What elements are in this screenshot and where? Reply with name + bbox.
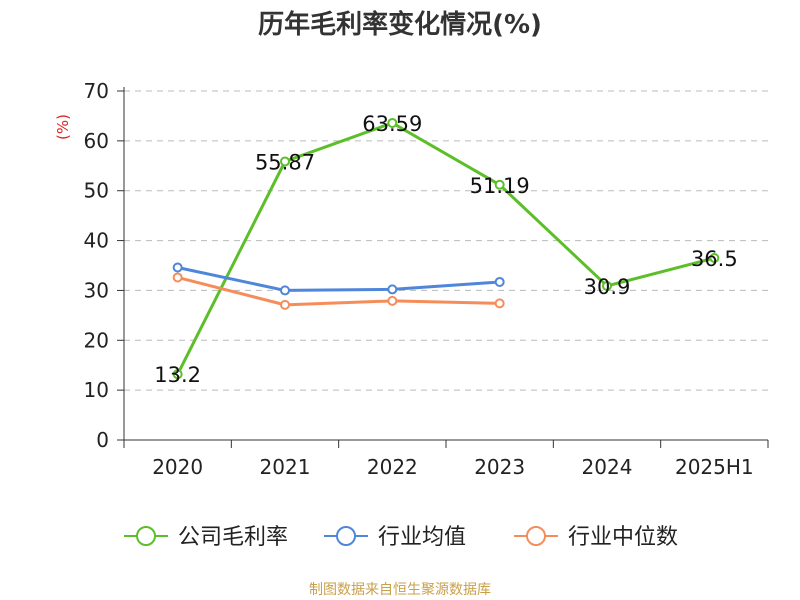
series-group	[172, 117, 720, 380]
y-tick-label: 10	[84, 378, 109, 402]
y-tick-label: 50	[84, 179, 109, 203]
legend-swatch-marker	[336, 526, 356, 546]
x-tick-label: 2024	[582, 455, 633, 479]
data-point	[172, 272, 183, 283]
legend-label: 行业中位数	[568, 525, 678, 550]
x-tick-label: 2022	[367, 455, 418, 479]
x-tick-label: 2025H1	[675, 455, 754, 479]
data-point	[280, 156, 290, 167]
data-label: 13.2	[154, 363, 201, 387]
data-point	[709, 253, 720, 264]
data-point	[494, 179, 505, 190]
series-line-2	[177, 276, 500, 307]
data-point	[387, 117, 398, 128]
data-labels: 13.2 55.87 63.59 51.19 30.9 36.5	[154, 112, 737, 387]
series-line-0	[176, 121, 715, 375]
data-label: 55.87	[255, 150, 315, 174]
series-line-1	[177, 266, 500, 292]
x-tick-label: 2023	[474, 455, 525, 479]
legend-swatch-marker	[526, 526, 546, 546]
data-label: 63.59	[362, 112, 422, 136]
y-tick-label: 20	[84, 328, 109, 352]
grid-lines	[124, 90, 768, 391]
data-point	[280, 299, 290, 310]
legend-swatch-marker	[136, 526, 156, 546]
axes: 0 10 20 30 40 50 60 70 (%) 2020 2021 2022 2023 2024 20…	[54, 79, 769, 479]
y-axis-unit: (%)	[54, 114, 72, 140]
data-label: 51.19	[470, 174, 530, 198]
chart-title: 历年毛利率变化情况(%)	[258, 10, 542, 40]
y-tick-label: 60	[84, 129, 109, 153]
data-point	[387, 284, 398, 295]
legend-label: 行业均值	[378, 525, 466, 550]
data-label: 36.5	[691, 247, 738, 271]
y-tick-label: 40	[84, 229, 109, 253]
data-point	[172, 369, 183, 380]
data-label: 30.9	[584, 275, 631, 299]
x-tick-label: 2020	[152, 455, 203, 479]
data-point	[602, 280, 612, 291]
data-point	[494, 298, 505, 309]
y-tick-label: 70	[84, 79, 109, 103]
data-point	[387, 295, 398, 306]
legend: 公司毛利率 行业均值 行业中位数	[124, 525, 678, 550]
source-note: 制图数据来自恒生聚源数据库	[309, 582, 491, 598]
y-tick-label: 0	[96, 428, 109, 452]
data-point	[494, 276, 505, 287]
data-point	[172, 262, 183, 273]
data-point	[280, 285, 290, 296]
y-tick-label: 30	[84, 278, 109, 302]
legend-label: 公司毛利率	[178, 525, 288, 550]
x-tick-label: 2021	[260, 455, 311, 479]
